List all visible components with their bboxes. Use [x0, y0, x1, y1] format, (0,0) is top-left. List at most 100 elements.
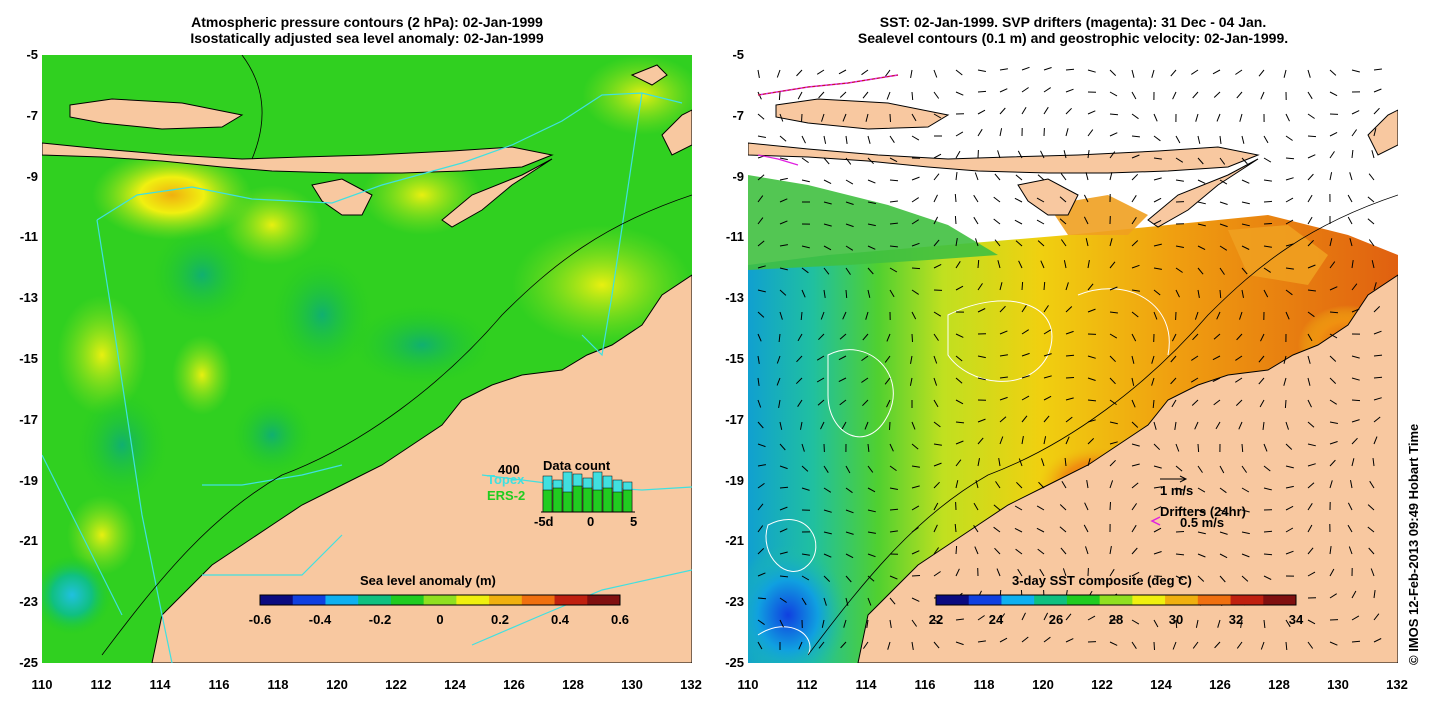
- velocity-arrow: [1283, 377, 1287, 386]
- velocity-arrow: [845, 509, 854, 514]
- left-map[interactable]: [42, 55, 692, 663]
- ers-bar: [552, 487, 563, 513]
- velocity-arrow: [1219, 465, 1225, 474]
- velocity-arrow: [1219, 245, 1228, 251]
- x-tick-label: 132: [680, 677, 702, 692]
- velocity-arrow: [993, 526, 1001, 533]
- velocity-arrow: [1213, 399, 1221, 406]
- velocity-arrow: [1015, 174, 1023, 181]
- velocity-arrow: [1349, 172, 1353, 181]
- velocity-arrow: [977, 418, 986, 423]
- velocity-arrow: [1370, 568, 1375, 577]
- velocity-arrow: [1191, 355, 1199, 361]
- velocity-arrow: [865, 311, 869, 320]
- x-tick-label: 120: [326, 677, 348, 692]
- velocity-arrow: [1373, 397, 1382, 401]
- velocity-arrow: [1373, 330, 1382, 335]
- velocity-arrow: [1258, 355, 1265, 363]
- velocity-arrow: [1175, 157, 1184, 163]
- velocity-arrow: [1153, 243, 1162, 247]
- velocity-arrow: [933, 502, 939, 511]
- x-tick-label: 118: [267, 677, 289, 692]
- velocity-arrow: [1351, 283, 1358, 291]
- data-count-max-label: 400: [498, 462, 520, 477]
- velocity-arrow: [994, 239, 1001, 247]
- velocity-arrow: [1351, 129, 1358, 137]
- x-tick-label: 128: [1268, 677, 1290, 692]
- velocity-arrow: [911, 333, 913, 343]
- velocity-arrow: [1307, 154, 1316, 159]
- velocity-arrow: [1131, 355, 1135, 364]
- velocity-arrow: [1153, 135, 1161, 142]
- colorbar-tick-label: -0.6: [248, 612, 272, 627]
- velocity-arrow: [955, 69, 963, 76]
- velocity-arrow: [1236, 91, 1243, 99]
- velocity-arrow: [933, 69, 938, 78]
- velocity-arrow: [1085, 172, 1089, 181]
- colorbar-cell: [325, 595, 359, 605]
- velocity-arrow: [757, 525, 764, 533]
- velocity-arrow: [1062, 568, 1067, 577]
- velocity-arrow: [999, 330, 1008, 335]
- velocity-arrow: [1174, 421, 1177, 430]
- velocity-arrow: [1109, 399, 1117, 406]
- velocity-arrow: [801, 113, 803, 123]
- velocity-arrow: [1285, 421, 1289, 430]
- velocity-arrow: [1285, 619, 1291, 628]
- velocity-arrow: [1373, 107, 1380, 115]
- velocity-arrow: [1241, 135, 1245, 144]
- velocity-arrow: [1263, 553, 1273, 556]
- velocity-arrow: [823, 201, 832, 205]
- velocity-arrow: [1241, 201, 1250, 205]
- y-tick-label: -5: [732, 47, 744, 62]
- velocity-arrow: [1175, 619, 1178, 629]
- velocity-arrow: [1190, 377, 1199, 383]
- velocity-arrow: [816, 377, 825, 383]
- velocity-arrow: [977, 640, 986, 643]
- velocity-arrow: [757, 548, 765, 555]
- x-tick-label: 128: [562, 677, 584, 692]
- velocity-arrow: [1197, 553, 1206, 558]
- velocity-arrow: [757, 377, 760, 386]
- right-map[interactable]: [748, 55, 1398, 663]
- velocity-arrow: [1131, 69, 1135, 78]
- velocity-arrow: [1263, 157, 1272, 163]
- velocity-arrow: [776, 377, 781, 386]
- velocity-arrow: [1307, 547, 1314, 555]
- ers-bar: [622, 489, 633, 513]
- velocity-arrow: [801, 157, 809, 164]
- velocity-arrow: [1018, 458, 1023, 467]
- velocity-arrow: [1241, 245, 1250, 250]
- velocity-arrow: [801, 289, 806, 298]
- velocity-arrow: [1241, 223, 1250, 227]
- velocity-arrow: [1307, 524, 1313, 533]
- velocity-arrow: [1197, 223, 1206, 227]
- velocity-arrow: [1197, 289, 1200, 298]
- velocity-arrow: [1284, 399, 1287, 409]
- velocity-arrow: [1307, 571, 1316, 577]
- colorbar-cell: [1263, 595, 1297, 605]
- velocity-arrow: [1014, 197, 1023, 203]
- velocity-arrow: [911, 575, 921, 577]
- velocity-arrow: [1065, 306, 1073, 313]
- velocity-arrow: [757, 69, 760, 78]
- x-tick-label: 114: [149, 677, 171, 692]
- velocity-arrow: [1307, 289, 1316, 292]
- velocity-arrow: [823, 289, 826, 298]
- velocity-arrow: [993, 196, 1001, 203]
- velocity-arrow: [933, 524, 938, 533]
- velocity-arrow: [1258, 69, 1265, 77]
- velocity-arrow: [911, 485, 920, 489]
- velocity-arrow: [1197, 531, 1206, 535]
- velocity-arrow: [1109, 69, 1117, 76]
- data-count-chart: [541, 471, 635, 513]
- velocity-arrow: [889, 289, 895, 298]
- colorbar-tick-label: 0.2: [490, 612, 510, 627]
- velocity-arrow: [1263, 223, 1273, 225]
- velocity-arrow: [1016, 481, 1023, 489]
- velocity-arrow: [757, 135, 766, 138]
- velocity-arrow: [1214, 641, 1221, 649]
- velocity-arrow: [1373, 68, 1382, 71]
- velocity-arrow: [1043, 329, 1052, 335]
- velocity-arrow: [1043, 436, 1047, 445]
